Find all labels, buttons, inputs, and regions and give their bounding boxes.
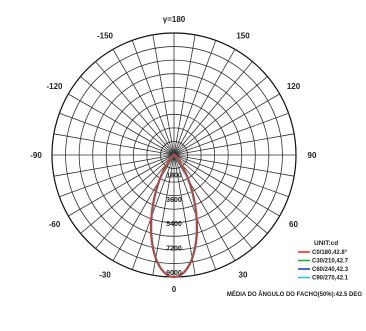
grid-spoke: [80, 154, 175, 234]
beam-angle-footer: MÉDIA DO ÂNGULO DO FACHO(50%):42.5 DEG: [227, 290, 362, 298]
grid-spoke: [59, 154, 175, 198]
grid-spoke: [131, 40, 175, 156]
angle-label: 30: [239, 271, 248, 280]
grid-spoke: [152, 154, 175, 276]
radial-tick-label: 9000: [166, 270, 182, 277]
radial-tick-label: 3600: [166, 197, 182, 204]
grid-spoke: [59, 112, 175, 156]
grid-spoke: [173, 34, 196, 156]
angle-label: γ=180: [163, 15, 186, 24]
angle-label: -90: [30, 151, 42, 160]
grid-spoke: [173, 93, 280, 156]
radial-tick-label: 7200: [166, 246, 182, 253]
grid-spoke: [152, 34, 175, 156]
grid-spoke: [173, 154, 295, 177]
angle-label: -60: [49, 220, 61, 229]
grid-spoke: [173, 61, 253, 156]
grid-spoke: [173, 154, 280, 217]
grid-spoke: [53, 154, 175, 177]
grid-spoke: [173, 154, 268, 234]
legend-entry: C30/210,42.7: [312, 259, 349, 265]
grid-spoke: [80, 76, 175, 156]
grid-spoke: [173, 154, 196, 276]
legend-title: UNIT:cd: [314, 240, 338, 247]
legend-entry: C0/180,42.8°: [312, 250, 348, 256]
grid-spoke: [68, 154, 175, 217]
grid-spoke: [173, 49, 236, 156]
grid-spoke: [95, 154, 175, 249]
angle-label: 60: [289, 220, 298, 229]
radial-tick-label: 1800: [166, 172, 182, 179]
grid-spoke: [68, 93, 175, 156]
intensity-curve: [150, 154, 198, 278]
grid-spoke: [173, 154, 253, 249]
grid-spoke: [173, 112, 289, 156]
grid-spoke: [53, 133, 175, 156]
legend: UNIT:cd C0/180,42.8° C30/210,42.7 C60/240,…: [298, 240, 349, 282]
legend-entry: C90/270,42.1: [312, 276, 349, 282]
angle-label: 90: [308, 151, 317, 160]
grid-spoke: [173, 133, 295, 156]
angle-label: -150: [97, 31, 114, 40]
radial-tick-labels: 1800 3600 5400 7200 9000: [166, 172, 182, 277]
polar-grid: [51, 32, 297, 278]
intensity-curves: [150, 153, 198, 279]
grid-spoke: [95, 61, 175, 156]
angle-label: 150: [236, 31, 250, 40]
angle-label: 0: [172, 285, 177, 294]
legend-entry: C60/240,42.3: [312, 267, 349, 273]
angle-label: -30: [99, 271, 111, 280]
grid-spoke: [173, 40, 217, 156]
grid-spoke: [112, 49, 175, 156]
grid-spoke: [173, 154, 289, 198]
radial-tick-label: 5400: [166, 221, 182, 228]
grid-spoke: [173, 76, 268, 156]
angle-label: -120: [46, 82, 63, 91]
angle-labels: γ=180 -150 150 -120 120 -90 90 -60 60 -30 30 0: [30, 15, 317, 294]
angle-label: 120: [287, 82, 301, 91]
